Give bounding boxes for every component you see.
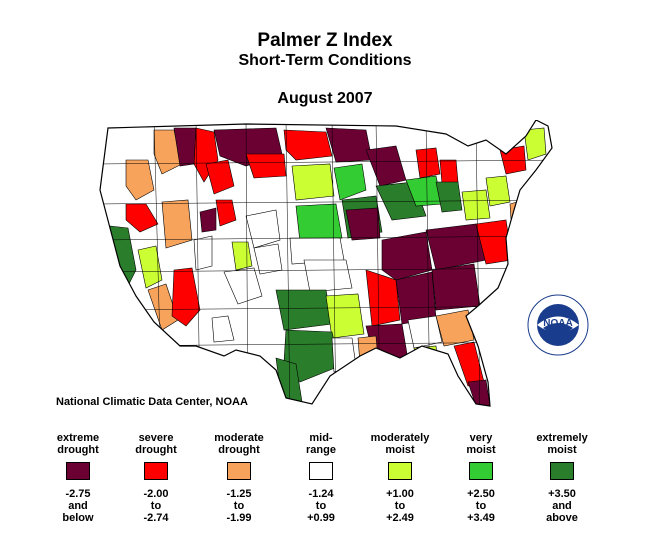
legend-range-line: -1.24: [308, 488, 334, 500]
map-subtitle: Short-Term Conditions: [238, 52, 412, 69]
legend-range: -1.24 to +0.99: [281, 488, 361, 524]
legend-swatch: [469, 462, 493, 480]
legend-range-line: to: [233, 500, 245, 512]
legend-range-line: and: [68, 500, 88, 512]
legend-item: extreme drought -2.75 and below: [38, 432, 118, 524]
legend-label: moderately moist: [360, 432, 440, 460]
legend-label-line: drought: [218, 444, 260, 456]
legend-item: severe drought -2.00 to -2.74: [116, 432, 196, 524]
legend-range-line: to: [475, 500, 487, 512]
legend-label-line: moist: [466, 444, 496, 456]
legend-range: +2.50 to +3.49: [441, 488, 521, 524]
legend-range: +1.00 to +2.49: [360, 488, 440, 524]
noaa-logo-text: NOAA: [543, 318, 573, 329]
legend-range: -2.75 and below: [38, 488, 118, 524]
legend-label: very moist: [441, 432, 521, 460]
legend-label: mid-range: [281, 432, 361, 460]
legend-range-line: to: [150, 500, 162, 512]
map-date: August 2007: [277, 90, 373, 107]
legend-range-line: +2.49: [386, 512, 414, 524]
legend-range-line: +3.50: [548, 488, 576, 500]
legend-label-line: extreme: [56, 432, 100, 444]
legend-label-line: drought: [135, 444, 177, 456]
legend-swatch: [550, 462, 574, 480]
legend-swatch: [144, 462, 168, 480]
legend-swatch: [309, 462, 333, 480]
legend-range-line: -2.74: [143, 512, 169, 524]
legend-label-line: severe: [138, 432, 174, 444]
legend-label-line: very: [469, 432, 493, 444]
legend-range-line: +1.00: [386, 488, 414, 500]
legend-label-line: moderate: [214, 432, 264, 444]
legend-label-line: extremely: [536, 432, 588, 444]
legend-item: extremely moist +3.50 and above: [522, 432, 602, 524]
noaa-logo-icon: [527, 294, 589, 356]
legend-range: -1.25 to -1.99: [199, 488, 279, 524]
legend-range-line: below: [62, 512, 94, 524]
legend-item: mid-range -1.24 to +0.99: [281, 432, 361, 524]
legend-range-line: -2.00: [143, 488, 169, 500]
legend-range-line: to: [315, 500, 327, 512]
legend-range-line: +3.49: [467, 512, 495, 524]
legend-range-line: -1.25: [226, 488, 252, 500]
legend-swatch: [66, 462, 90, 480]
legend-label: extreme drought: [38, 432, 118, 460]
legend-label-line: moist: [385, 444, 415, 456]
legend-item: very moist +2.50 to +3.49: [441, 432, 521, 524]
legend-item: moderate drought -1.25 to -1.99: [199, 432, 279, 524]
legend-range-line: to: [394, 500, 406, 512]
us-climate-division-map: [99, 120, 553, 407]
legend-label-line: moist: [547, 444, 577, 456]
legend-label: extremely moist: [522, 432, 602, 460]
legend-label-line: moderately: [370, 432, 430, 444]
legend-label: moderate drought: [199, 432, 279, 460]
legend-label-line: mid-: [309, 432, 333, 444]
legend-range: -2.00 to -2.74: [116, 488, 196, 524]
map-title: Palmer Z Index: [257, 30, 393, 51]
legend-label-line: range: [306, 444, 336, 456]
legend-item: moderately moist +1.00 to +2.49: [360, 432, 440, 524]
legend-label: severe drought: [116, 432, 196, 460]
legend-range-line: and: [552, 500, 572, 512]
credit-text: National Climatic Data Center, NOAA: [56, 396, 248, 408]
legend-range-line: -2.75: [65, 488, 91, 500]
legend-range: +3.50 and above: [522, 488, 602, 524]
legend-range-line: -1.99: [226, 512, 252, 524]
legend-label-line: drought: [57, 444, 99, 456]
legend-range-line: above: [546, 512, 578, 524]
legend-range-line: +0.99: [307, 512, 335, 524]
legend-swatch: [227, 462, 251, 480]
legend-swatch: [388, 462, 412, 480]
legend-range-line: +2.50: [467, 488, 495, 500]
